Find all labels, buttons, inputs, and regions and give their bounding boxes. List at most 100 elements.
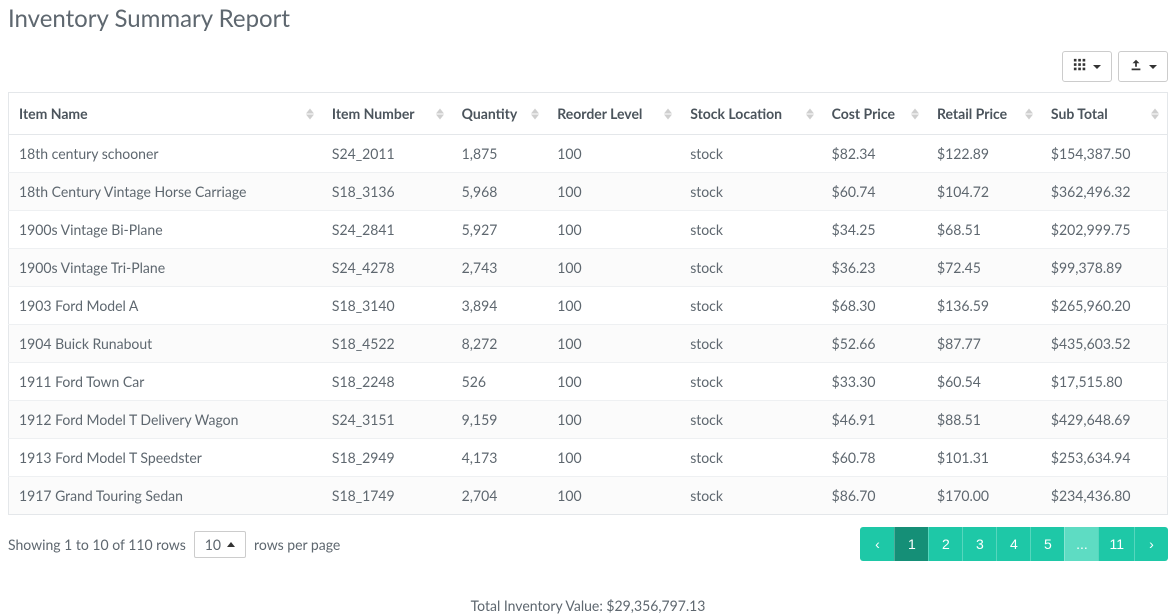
column-header-reorder[interactable]: Reorder Level xyxy=(547,93,680,135)
rows-per-page-value: 10 xyxy=(205,536,221,553)
cell-retail: $170.00 xyxy=(927,477,1041,515)
column-header-cost[interactable]: Cost Price xyxy=(822,93,927,135)
cell-qty: 9,159 xyxy=(452,401,548,439)
cell-loc: stock xyxy=(680,173,821,211)
rows-per-page-select[interactable]: 10 xyxy=(194,531,246,558)
sort-icon xyxy=(436,108,444,119)
table-toolbar xyxy=(8,51,1168,82)
page-button[interactable]: ... xyxy=(1064,527,1098,561)
chevron-up-icon xyxy=(227,542,235,547)
inventory-table: Item Name Item Number Quantity Reorder Leve… xyxy=(8,92,1168,515)
cell-loc: stock xyxy=(680,477,821,515)
table-row: 1900s Vintage Bi-PlaneS24_28415,927100st… xyxy=(9,211,1168,249)
cell-reorder: 100 xyxy=(547,325,680,363)
export-icon xyxy=(1129,58,1143,75)
cell-name: 1917 Grand Touring Sedan xyxy=(9,477,322,515)
columns-toggle-button[interactable] xyxy=(1062,51,1112,82)
column-header-label: Item Number xyxy=(332,105,415,122)
column-header-name[interactable]: Item Name xyxy=(9,93,322,135)
cell-cost: $46.91 xyxy=(822,401,927,439)
sort-icon xyxy=(531,108,539,119)
page-button[interactable]: 5 xyxy=(1030,527,1064,561)
cell-reorder: 100 xyxy=(547,211,680,249)
column-header-label: Reorder Level xyxy=(557,105,642,122)
page-button[interactable]: 2 xyxy=(928,527,962,561)
cell-name: 1903 Ford Model A xyxy=(9,287,322,325)
cell-name: 1904 Buick Runabout xyxy=(9,325,322,363)
cell-name: 1900s Vintage Bi-Plane xyxy=(9,211,322,249)
page-next-button[interactable]: › xyxy=(1134,527,1168,561)
cell-reorder: 100 xyxy=(547,477,680,515)
column-header-retail[interactable]: Retail Price xyxy=(927,93,1041,135)
page-button[interactable]: 4 xyxy=(996,527,1030,561)
page-title: Inventory Summary Report xyxy=(8,4,1168,33)
cell-subtotal: $253,634.94 xyxy=(1041,439,1168,477)
cell-cost: $33.30 xyxy=(822,363,927,401)
cell-cost: $68.30 xyxy=(822,287,927,325)
cell-qty: 2,704 xyxy=(452,477,548,515)
column-header-label: Retail Price xyxy=(937,105,1007,122)
chevron-down-icon xyxy=(1149,65,1157,69)
table-row: 1911 Ford Town CarS18_2248526100stock$33… xyxy=(9,363,1168,401)
total-label: Total Inventory Value: xyxy=(471,597,603,614)
cell-loc: stock xyxy=(680,135,821,173)
column-header-number[interactable]: Item Number xyxy=(322,93,452,135)
table-row: 18th century schoonerS24_20111,875100sto… xyxy=(9,135,1168,173)
page-button[interactable]: 3 xyxy=(962,527,996,561)
column-header-subtotal[interactable]: Sub Total xyxy=(1041,93,1168,135)
cell-number: S18_1749 xyxy=(322,477,452,515)
cell-name: 1912 Ford Model T Delivery Wagon xyxy=(9,401,322,439)
cell-qty: 3,894 xyxy=(452,287,548,325)
cell-number: S24_2841 xyxy=(322,211,452,249)
cell-retail: $104.72 xyxy=(927,173,1041,211)
cell-name: 18th Century Vintage Horse Carriage xyxy=(9,173,322,211)
cell-reorder: 100 xyxy=(547,287,680,325)
chevron-down-icon xyxy=(1093,65,1101,69)
cell-cost: $60.78 xyxy=(822,439,927,477)
export-button[interactable] xyxy=(1118,51,1168,82)
cell-qty: 8,272 xyxy=(452,325,548,363)
page-prev-button[interactable]: ‹ xyxy=(860,527,894,561)
cell-retail: $68.51 xyxy=(927,211,1041,249)
table-row: 1900s Vintage Tri-PlaneS24_42782,743100s… xyxy=(9,249,1168,287)
cell-number: S18_2949 xyxy=(322,439,452,477)
sort-icon xyxy=(911,108,919,119)
cell-number: S24_3151 xyxy=(322,401,452,439)
table-row: 18th Century Vintage Horse CarriageS18_3… xyxy=(9,173,1168,211)
sort-icon xyxy=(1025,108,1033,119)
column-header-label: Item Name xyxy=(19,105,88,122)
cell-number: S18_4522 xyxy=(322,325,452,363)
cell-cost: $34.25 xyxy=(822,211,927,249)
cell-cost: $60.74 xyxy=(822,173,927,211)
cell-subtotal: $99,378.89 xyxy=(1041,249,1168,287)
cell-number: S18_3136 xyxy=(322,173,452,211)
cell-subtotal: $234,436.80 xyxy=(1041,477,1168,515)
cell-reorder: 100 xyxy=(547,363,680,401)
column-header-qty[interactable]: Quantity xyxy=(452,93,548,135)
cell-retail: $87.77 xyxy=(927,325,1041,363)
cell-name: 1913 Ford Model T Speedster xyxy=(9,439,322,477)
cell-retail: $72.45 xyxy=(927,249,1041,287)
cell-reorder: 100 xyxy=(547,439,680,477)
table-row: 1903 Ford Model AS18_31403,894100stock$6… xyxy=(9,287,1168,325)
cell-qty: 5,927 xyxy=(452,211,548,249)
sort-icon xyxy=(306,108,314,119)
column-header-label: Stock Location xyxy=(690,105,782,122)
column-header-loc[interactable]: Stock Location xyxy=(680,93,821,135)
cell-number: S18_2248 xyxy=(322,363,452,401)
sort-icon xyxy=(806,108,814,119)
cell-reorder: 100 xyxy=(547,173,680,211)
cell-reorder: 100 xyxy=(547,401,680,439)
cell-qty: 2,743 xyxy=(452,249,548,287)
table-footer: Showing 1 to 10 of 110 rows 10 rows per … xyxy=(8,527,1168,561)
cell-retail: $122.89 xyxy=(927,135,1041,173)
cell-loc: stock xyxy=(680,325,821,363)
column-header-label: Cost Price xyxy=(832,105,895,122)
column-header-label: Sub Total xyxy=(1051,105,1108,122)
page-button[interactable]: 1 xyxy=(894,527,928,561)
cell-number: S24_4278 xyxy=(322,249,452,287)
total-inventory-value: Total Inventory Value: $29,356,797.13 xyxy=(8,597,1168,614)
cell-retail: $101.31 xyxy=(927,439,1041,477)
page-button[interactable]: 11 xyxy=(1098,527,1134,561)
cell-name: 1911 Ford Town Car xyxy=(9,363,322,401)
